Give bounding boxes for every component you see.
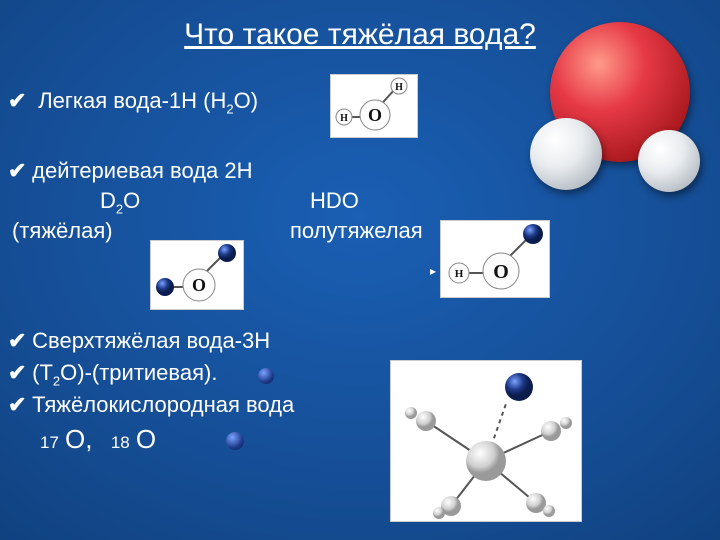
svg-text:O: O xyxy=(493,261,509,283)
oxygen-isotopes: 17 O, 18 O xyxy=(40,424,156,455)
bullet-5-text: Тяжёлокислородная вода xyxy=(32,392,294,417)
check-icon: ✔ xyxy=(8,328,26,354)
check-icon: ✔ xyxy=(8,392,26,418)
hydrogen-label-1: H xyxy=(340,113,348,124)
bullet-1: ✔ Легкая вода-1H (H2O) xyxy=(8,88,258,116)
bullet-2-text: дейтериевая вода 2Н xyxy=(32,158,252,183)
d2o-label: D2O xyxy=(100,188,140,216)
heavy-label: (тяжёлая) xyxy=(12,218,113,244)
check-icon: ✔ xyxy=(8,360,26,386)
bullet-5: ✔ Тяжёлокислородная вода xyxy=(8,392,294,418)
check-icon: ✔ xyxy=(8,158,26,184)
bullet-3-text: Сверхтяжёлая вода-3Н xyxy=(32,328,270,353)
bullet-1-text-a: Легкая вода-1H (H xyxy=(38,88,226,113)
hydrogen-label-2: H xyxy=(395,82,403,93)
d2o-diagram: O xyxy=(150,240,244,310)
bullet-1-text-b: O) xyxy=(234,88,258,113)
arrow-icon: ▸ xyxy=(430,264,436,278)
svg-text:H: H xyxy=(455,268,464,280)
hdo-diagram: O H xyxy=(440,220,550,298)
slide-root: Что такое тяжёлая вода? ✔ Легкая вода-1H… xyxy=(0,0,720,540)
bullet-4: ✔ (Т2О)-(тритиевая). xyxy=(8,360,217,388)
semiheavy-label: полутяжелая xyxy=(290,218,423,244)
oxygen-label: O xyxy=(368,105,382,125)
hdo-label: HDO xyxy=(310,188,359,214)
hydrogen-sphere-1 xyxy=(530,118,602,190)
hbond-cluster-diagram xyxy=(390,360,582,522)
check-icon: ✔ xyxy=(8,88,26,114)
hydrogen-sphere-2 xyxy=(638,130,700,192)
h2o-structural-diagram: O H H xyxy=(330,74,418,138)
water-spacefill-diagram xyxy=(530,22,710,192)
bullet-3: ✔ Сверхтяжёлая вода-3Н xyxy=(8,328,270,354)
svg-text:O: O xyxy=(192,275,206,295)
bullet-2: ✔ дейтериевая вода 2Н xyxy=(8,158,253,184)
bullet-1-sub: 2 xyxy=(226,101,233,116)
